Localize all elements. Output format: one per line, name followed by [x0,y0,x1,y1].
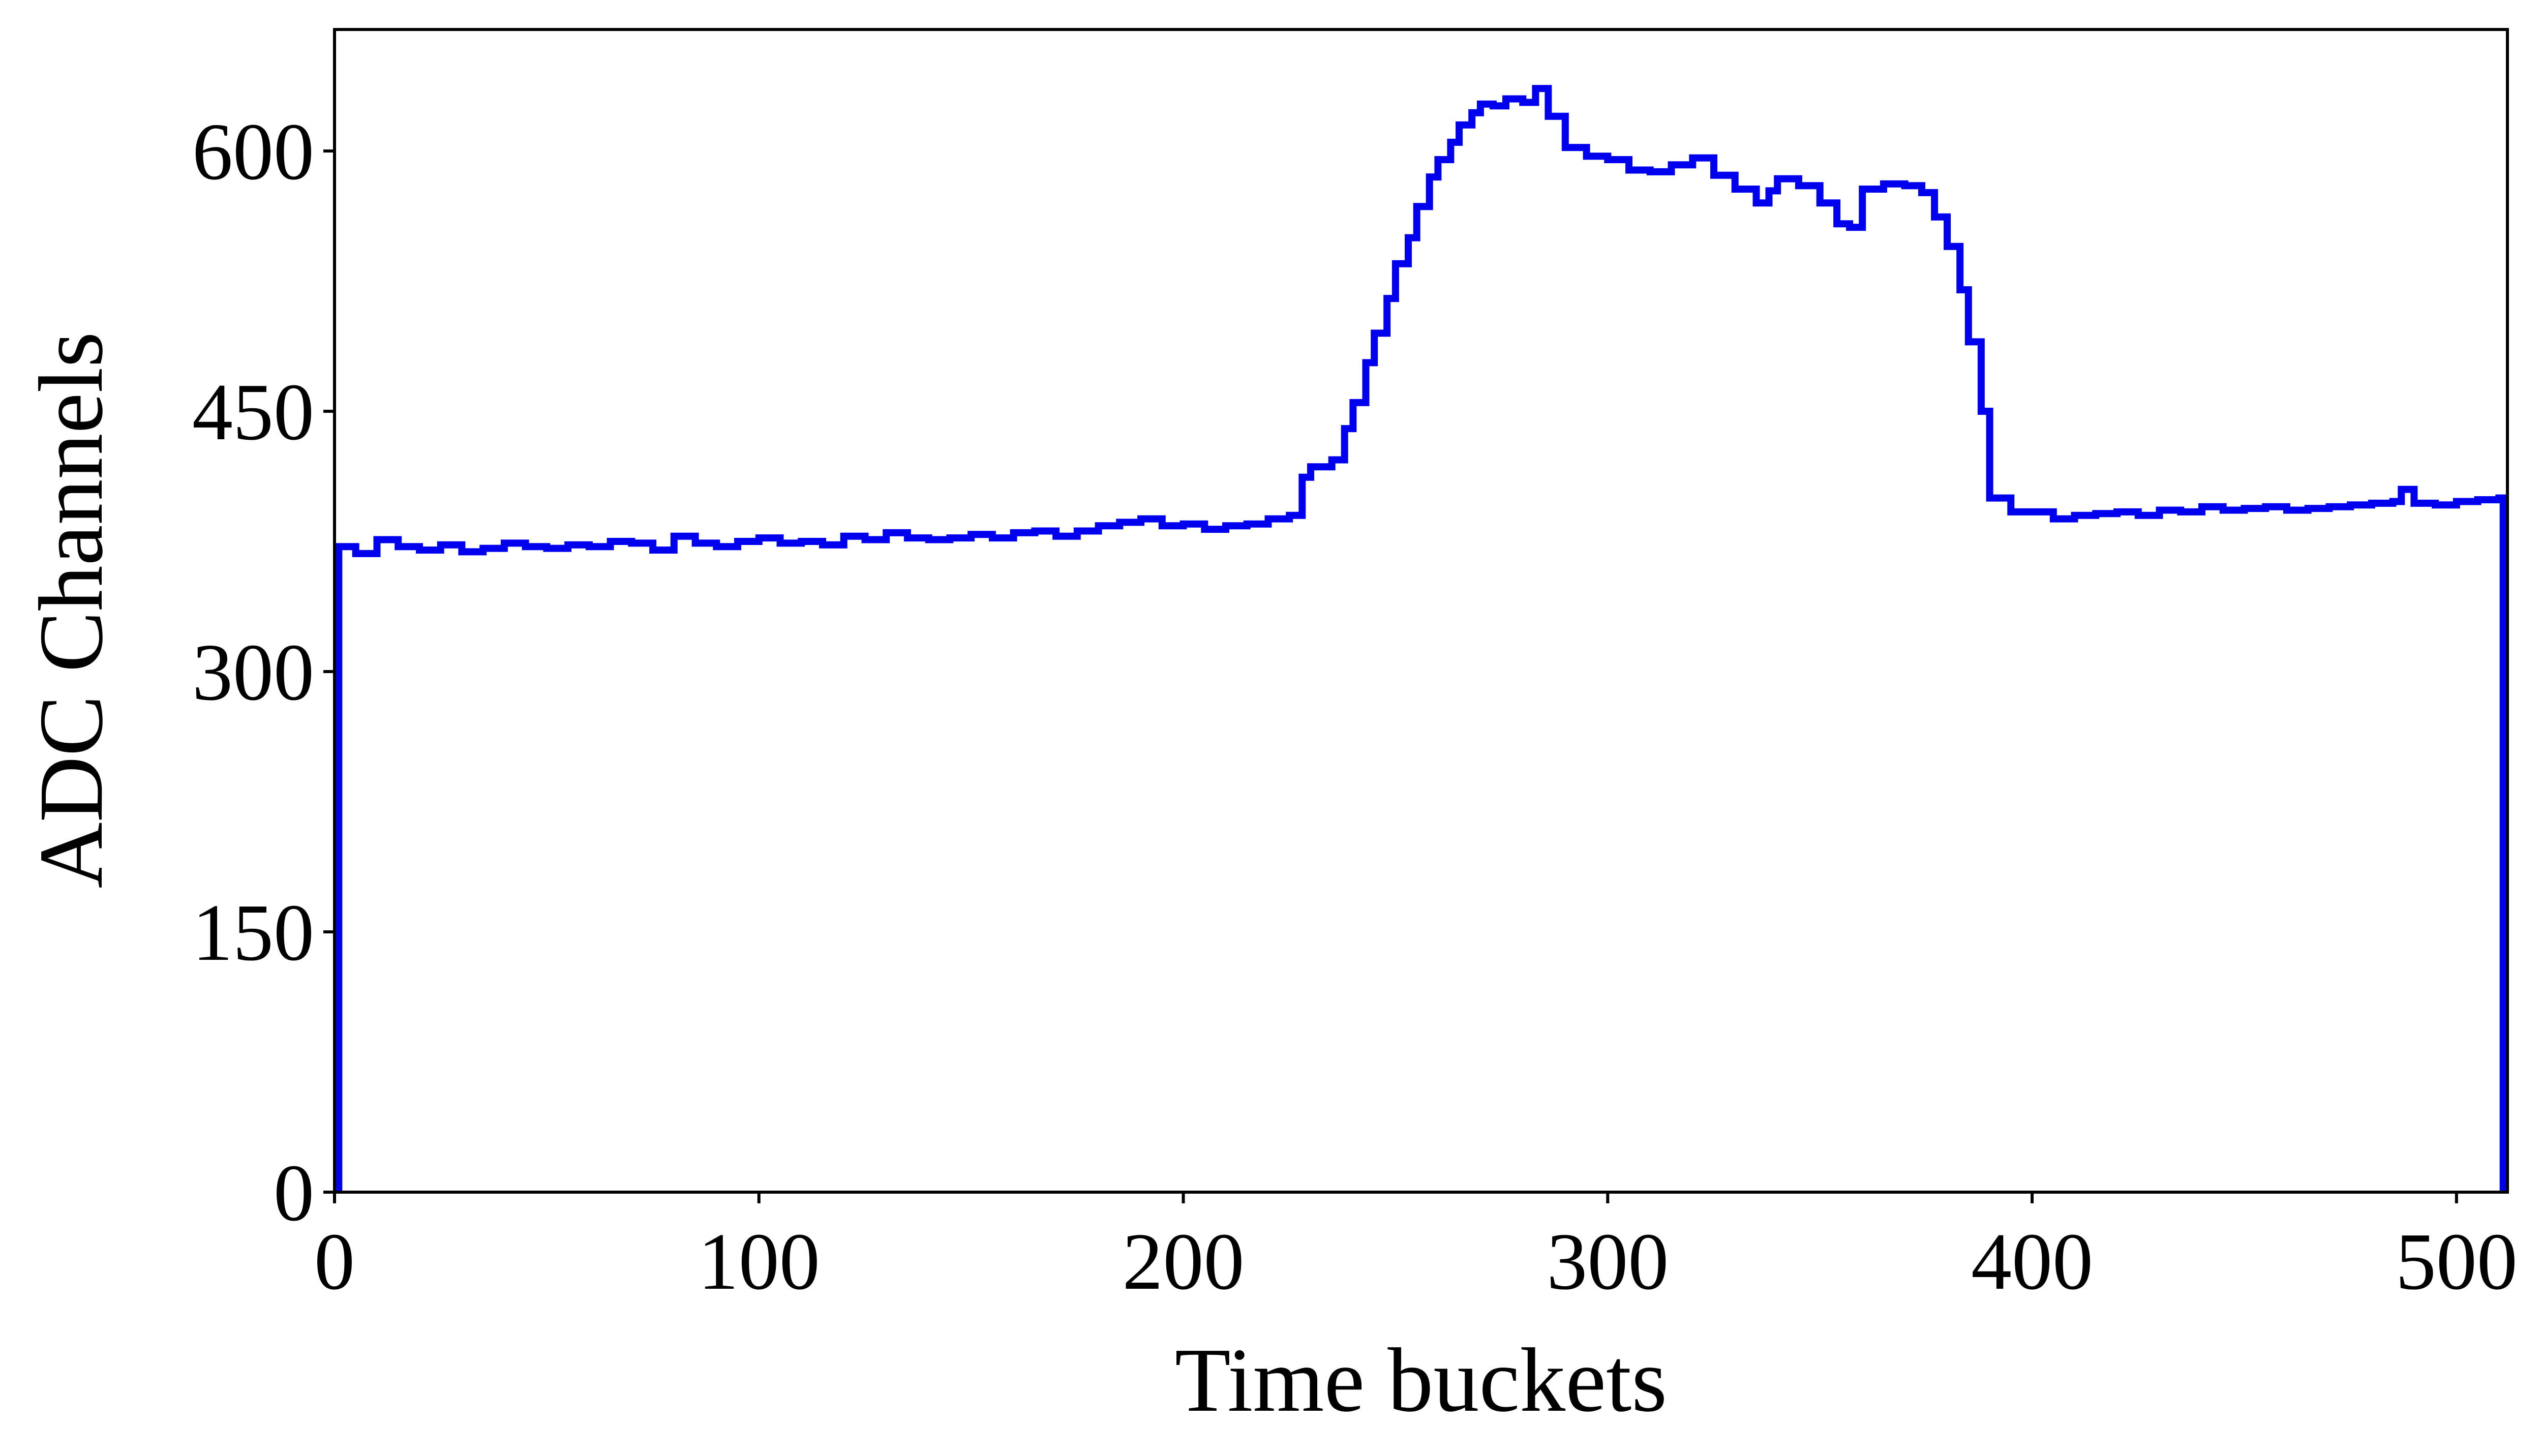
plot-frame [333,28,2509,1194]
series-line-0 [335,85,2507,1192]
series-layer [335,85,2507,1192]
x-tick-label: 400 [1971,1216,2093,1307]
plot-area [333,28,2509,1194]
y-tick-label: 450 [192,367,314,457]
x-tick-label: 200 [1123,1216,1245,1307]
x-tick-label: 0 [314,1216,355,1307]
x-tick-label: 300 [1547,1216,1669,1307]
x-axis: 0 100 200 300 400 500 [314,1192,2518,1307]
y-tick-label: 0 [274,1147,314,1238]
y-tick-label: 300 [192,627,314,717]
y-axis-title: ADC Channels [20,332,122,889]
y-tick-label: 150 [192,887,314,978]
x-axis-title: Time buckets [1175,1329,1667,1431]
x-tick-label: 500 [2396,1216,2518,1307]
y-tick-label: 600 [192,106,314,197]
x-tick-label: 100 [698,1216,820,1307]
y-axis: 0 150 300 450 600 [192,106,335,1238]
